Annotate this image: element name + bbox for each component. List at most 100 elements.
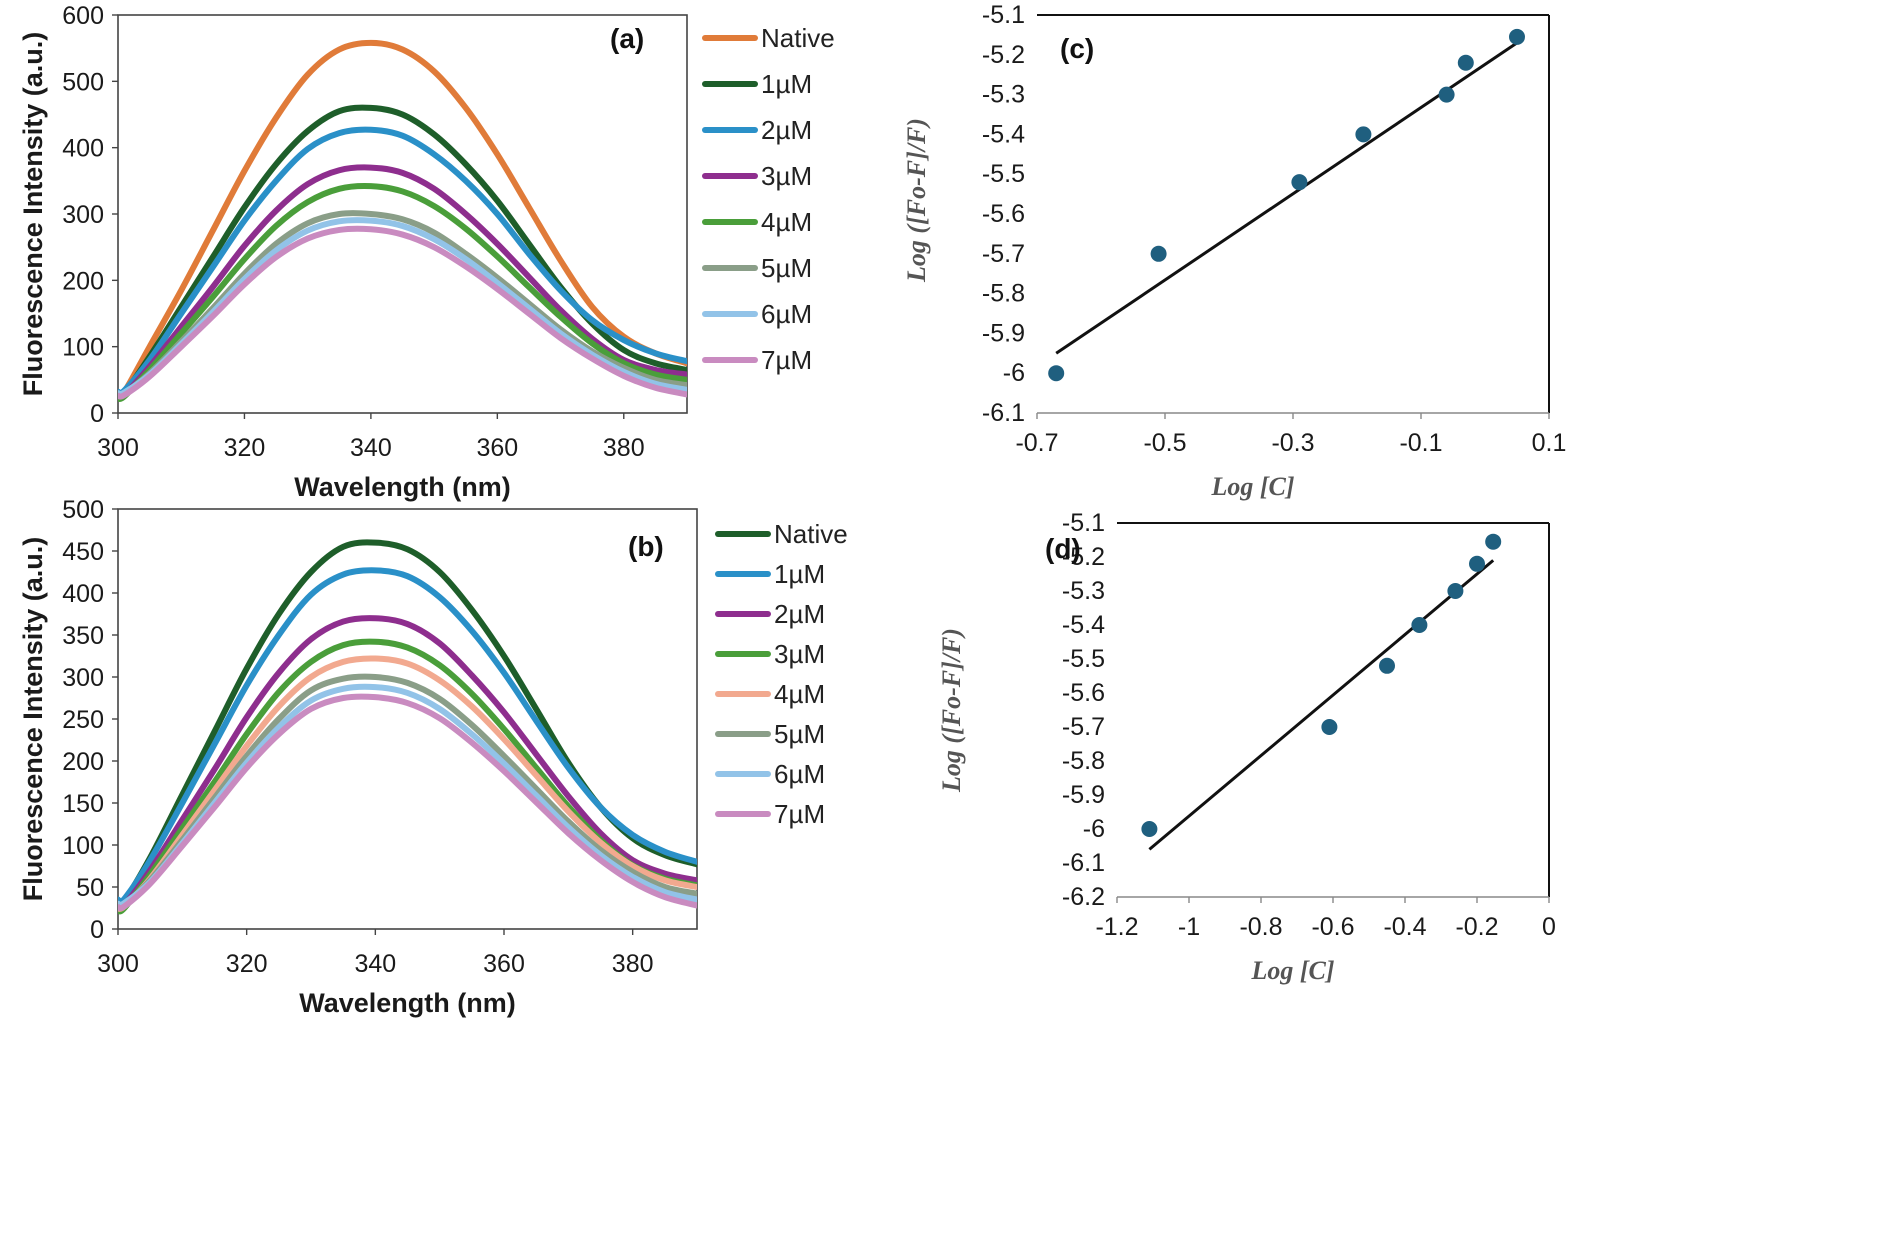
data-point: [1355, 126, 1372, 143]
legend: Native 1µM 2µM 3µM 4µM 5µM 6µM 7µM: [702, 23, 835, 375]
y-tick-label: -5.3: [1062, 577, 1105, 605]
x-tick-label: -1.2: [1095, 913, 1138, 941]
series-line-4m: [118, 182, 687, 403]
panel-d: -5.1 -5.2 -5.3 -5.4 -5.5 -5.6 -5.7 -5.8 -5.9 -6 -6…: [937, 509, 1556, 985]
y-tick-label: -6.1: [982, 399, 1025, 427]
data-point: [1291, 174, 1308, 191]
y-axis-title: Log ([Fo-F]/F): [937, 628, 966, 793]
x-axis-title: Log [C]: [1250, 956, 1334, 985]
y-tick-label: 150: [62, 790, 104, 818]
x-tick-label: -0.2: [1455, 913, 1498, 941]
x-tick-label: -0.5: [1143, 429, 1186, 457]
x-tick-label: 340: [354, 950, 396, 978]
y-tick-label: -5.9: [982, 319, 1025, 347]
panel-label: (a): [610, 23, 644, 54]
data-point: [1485, 533, 1502, 550]
y-tick-label: 300: [62, 664, 104, 692]
series-group: [118, 39, 687, 403]
x-tick-label: -0.8: [1239, 913, 1282, 941]
y-tick-label: 0: [90, 916, 104, 944]
y-tick-label: 500: [62, 496, 104, 524]
data-point: [1509, 28, 1525, 45]
legend-entry-label: 1µM: [761, 69, 812, 99]
legend-entry-label: Native: [761, 23, 835, 53]
y-tick-label: -5.1: [1062, 509, 1105, 537]
x-tick-label: 300: [97, 434, 139, 462]
legend-entry-label: 2µM: [774, 599, 825, 629]
x-axis-title: Wavelength (nm): [294, 472, 511, 502]
y-tick-label: -5.7: [1062, 713, 1105, 741]
x-tick-label: 340: [350, 434, 392, 462]
panel-a: 0 100 200 300 400 500 600 300 320 340 360 380 Wavele…: [18, 2, 835, 502]
data-point: [1321, 719, 1338, 735]
y-tick-label: -5.6: [982, 200, 1025, 228]
y-tick-label: -5.1: [982, 1, 1025, 29]
y-axis-title: Log ([Fo-F]/F): [902, 118, 931, 283]
x-tick-label: 0.1: [1532, 429, 1567, 457]
panel-label: (c): [1060, 33, 1094, 64]
x-tick-label: -0.7: [1015, 429, 1058, 457]
y-tick-label: 50: [76, 874, 104, 902]
y-tick-label: 200: [62, 267, 104, 295]
y-axis-title: Fluorescence Intensity (a.u.): [18, 32, 48, 397]
panel-label: (d): [1045, 533, 1081, 564]
x-tick-label: 0: [1542, 913, 1556, 941]
y-tick-label: -5.3: [982, 81, 1025, 109]
series-line-3m: [118, 164, 687, 400]
y-tick-label: -6.2: [1062, 883, 1105, 911]
series-line-2m: [118, 615, 697, 911]
series-line-1m: [118, 567, 697, 905]
series-line-4m: [118, 655, 697, 912]
y-tick-label: 500: [62, 68, 104, 96]
y-tick-label: -5.2: [982, 41, 1025, 69]
x-tick-label: 320: [226, 950, 268, 978]
legend-entry-label: 3µM: [774, 639, 825, 669]
data-point: [1141, 821, 1158, 837]
y-tick-label: 0: [90, 400, 104, 428]
data-point: [1457, 54, 1474, 71]
data-point: [1048, 365, 1065, 382]
y-tick-label: -5.8: [1062, 747, 1105, 775]
x-tick-label: 320: [224, 434, 266, 462]
legend-entry-label: 4µM: [774, 679, 825, 709]
y-tick-label: -5.9: [1062, 781, 1105, 809]
y-tick-label: -6.1: [1062, 849, 1105, 877]
y-axis-title: Fluorescence Intensity (a.u.): [18, 537, 48, 902]
x-tick-label: -0.1: [1399, 429, 1442, 457]
legend: Native 1µM 2µM 3µM 4µM 5µM 6µM 7µM: [715, 519, 848, 829]
series-group: [118, 539, 697, 915]
trendline: [1148, 559, 1495, 851]
series-line-7m: [118, 693, 697, 912]
legend-entry-label: 7µM: [774, 799, 825, 829]
x-axis-title: Wavelength (nm): [299, 988, 516, 1018]
y-tick-label: 400: [62, 580, 104, 608]
x-tick-label: -1: [1178, 913, 1200, 941]
y-tick-label: 350: [62, 622, 104, 650]
x-tick-label: 300: [97, 950, 139, 978]
y-tick-label: 100: [62, 334, 104, 362]
legend-entry-label: 5µM: [774, 719, 825, 749]
y-tick-label: 200: [62, 748, 104, 776]
y-tick-label: 250: [62, 706, 104, 734]
data-point: [1447, 583, 1464, 599]
legend-entry-label: 6µM: [761, 299, 812, 329]
data-point: [1150, 245, 1167, 262]
y-tick-label: -5.2: [1062, 543, 1105, 571]
legend-entry-label: 7µM: [761, 345, 812, 375]
y-tick-label: 450: [62, 538, 104, 566]
legend-entry-label: 3µM: [761, 161, 812, 191]
panel-b: 0 50 100 150 200 250 300 350 400 450 500 300 320 340 3…: [18, 496, 848, 1018]
x-tick-label: 380: [612, 950, 654, 978]
series-line-2m: [118, 126, 687, 397]
legend-entry-label: 5µM: [761, 253, 812, 283]
legend-entry-label: 1µM: [774, 559, 825, 589]
y-tick-label: -5.6: [1062, 679, 1105, 707]
x-tick-label: 380: [603, 434, 645, 462]
y-tick-label: 300: [62, 201, 104, 229]
y-tick-label: -6: [1003, 359, 1025, 387]
y-tick-label: -5.5: [1062, 645, 1105, 673]
y-tick-label: 400: [62, 135, 104, 163]
x-tick-label: -0.4: [1383, 913, 1426, 941]
y-tick-label: -5.5: [982, 160, 1025, 188]
